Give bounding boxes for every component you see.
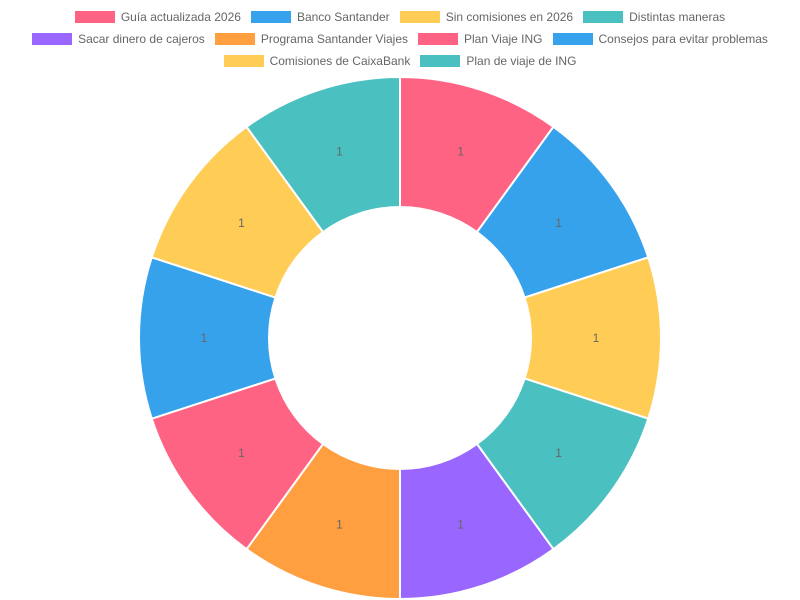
legend-item[interactable]: Sin comisiones en 2026 [399,10,574,24]
slice-value-label: 1 [238,216,245,230]
legend-label: Plan Viaje ING [464,32,543,46]
slice-value-label: 1 [555,446,562,460]
legend-swatch [420,55,461,67]
legend-swatch [223,55,264,67]
legend-label: Comisiones de CaixaBank [269,54,411,68]
legend-label: Programa Santander Viajes [260,32,409,46]
legend-item[interactable]: Distintas maneras [583,10,725,24]
doughnut-slice[interactable] [245,75,401,234]
legend-swatch [250,11,291,23]
slice-value-label: 1 [238,446,245,460]
legend-label: Guía actualizada 2026 [120,10,241,24]
legend-swatch [399,11,440,23]
slice-value-label: 1 [201,331,208,345]
slice-value-label: 1 [555,216,562,230]
legend-item[interactable]: Banco Santander [250,10,390,24]
slice-value-label: 1 [336,517,343,531]
legend-item[interactable]: Programa Santander Viajes [214,32,409,46]
legend-label: Plan de viaje de ING [466,54,577,68]
chart-legend: Guía actualizada 2026 Banco Santander Sin … [0,6,800,72]
legend-swatch [583,11,624,23]
legend-label: Sacar dinero de cajeros [78,32,205,46]
legend-label: Sin comisiones en 2026 [445,10,574,24]
legend-row: Guía actualizada 2026 Banco Santander Sin … [70,6,730,28]
slice-value-label: 1 [457,145,464,159]
legend-label: Consejos para evitar problemas [598,32,768,46]
legend-item[interactable]: Plan Viaje ING [418,32,543,46]
legend-item[interactable]: Sacar dinero de cajeros [32,32,205,46]
legend-item[interactable]: Consejos para evitar problemas [552,32,768,46]
slice-value-label: 1 [593,331,600,345]
legend-swatch [74,11,115,23]
legend-row: Sacar dinero de cajeros Programa Santande… [27,28,773,50]
legend-swatch [552,33,593,45]
legend-label: Distintas maneras [629,10,726,24]
legend-item[interactable]: Plan de viaje de ING [420,54,576,68]
legend-swatch [32,33,73,45]
legend-item[interactable]: Guía actualizada 2026 [74,10,241,24]
legend-label: Banco Santander [296,10,390,24]
legend-swatch [214,33,255,45]
slice-value-label: 1 [457,517,464,531]
legend-item[interactable]: Comisiones de CaixaBank [223,54,411,68]
legend-swatch [418,33,459,45]
slice-value-label: 1 [336,145,343,159]
legend-row: Comisiones de CaixaBank Plan de viaje de … [219,50,582,72]
